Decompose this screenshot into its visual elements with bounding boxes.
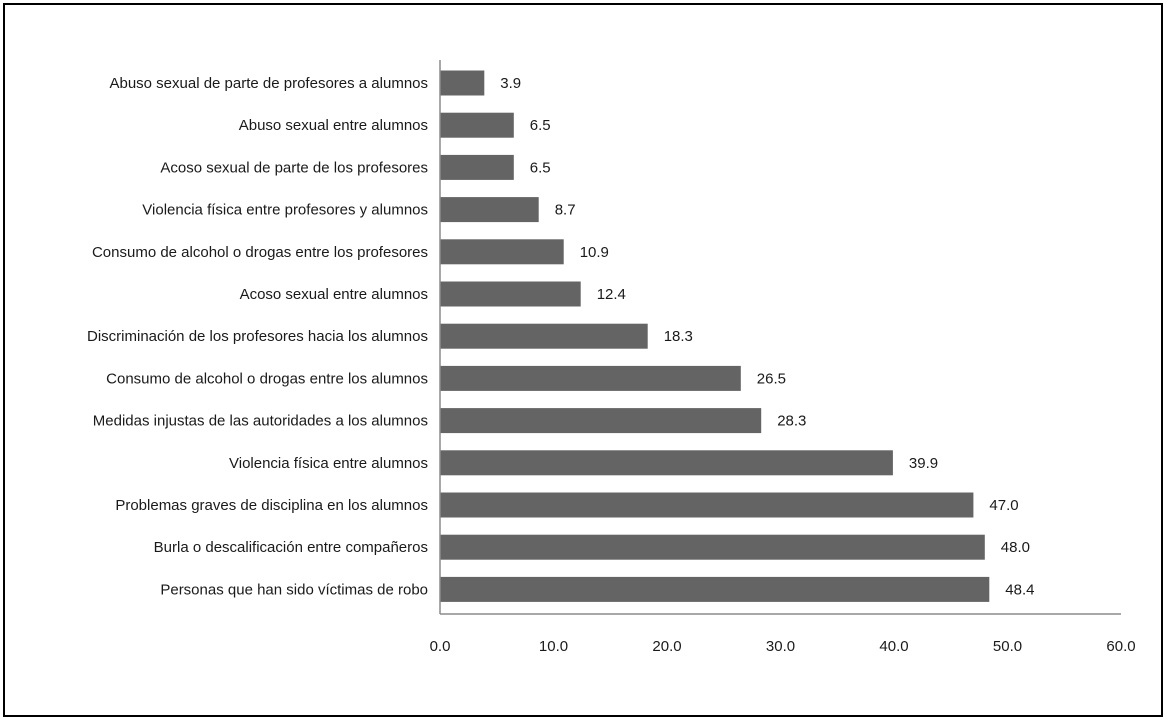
category-label: Abuso sexual de parte de profesores a al… <box>109 75 428 92</box>
x-tick-label: 60.0 <box>1106 638 1135 655</box>
category-label: Discriminación de los profesores hacia l… <box>87 328 428 345</box>
bar <box>440 281 581 307</box>
labels-layer: Abuso sexual de parte de profesores a al… <box>87 75 1136 655</box>
value-label: 48.4 <box>1005 581 1034 598</box>
bar <box>440 534 985 560</box>
category-label: Problemas graves de disciplina en los al… <box>115 497 428 514</box>
bar <box>440 450 893 476</box>
value-label: 18.3 <box>664 328 693 345</box>
value-label: 28.3 <box>777 413 806 430</box>
category-label: Burla o descalificación entre compañeros <box>154 539 428 556</box>
bar <box>440 408 762 434</box>
axes-layer <box>439 60 1121 615</box>
x-tick-label: 0.0 <box>430 638 451 655</box>
category-label: Acoso sexual entre alumnos <box>240 286 428 303</box>
bar <box>440 492 974 518</box>
bar <box>440 154 514 180</box>
category-label: Violencia física entre profesores y alum… <box>142 202 428 219</box>
value-label: 3.9 <box>500 75 521 92</box>
category-label: Abuso sexual entre alumnos <box>239 117 428 134</box>
value-label: 26.5 <box>757 370 786 387</box>
bar <box>440 112 514 138</box>
bar <box>440 365 741 391</box>
value-label: 39.9 <box>909 455 938 472</box>
bar <box>440 197 539 223</box>
bar <box>440 323 648 349</box>
value-label: 6.5 <box>530 117 551 134</box>
value-label: 47.0 <box>989 497 1018 514</box>
category-label: Medidas injustas de las autoridades a lo… <box>93 413 428 430</box>
bar <box>440 70 485 96</box>
category-label: Consumo de alcohol o drogas entre los al… <box>106 370 428 387</box>
value-label: 8.7 <box>555 202 576 219</box>
bar <box>440 239 564 265</box>
category-label: Violencia física entre alumnos <box>229 455 428 472</box>
value-label: 48.0 <box>1001 539 1030 556</box>
x-tick-label: 40.0 <box>879 638 908 655</box>
value-label: 6.5 <box>530 159 551 176</box>
bar <box>440 576 990 602</box>
bars-layer <box>440 70 990 602</box>
x-tick-label: 50.0 <box>993 638 1022 655</box>
category-label: Consumo de alcohol o drogas entre los pr… <box>92 244 428 261</box>
category-label: Acoso sexual de parte de los profesores <box>160 159 428 176</box>
x-tick-label: 30.0 <box>766 638 795 655</box>
x-tick-label: 10.0 <box>539 638 568 655</box>
x-tick-label: 20.0 <box>652 638 681 655</box>
category-label: Personas que han sido víctimas de robo <box>160 581 428 598</box>
value-label: 12.4 <box>597 286 626 303</box>
value-label: 10.9 <box>580 244 609 261</box>
